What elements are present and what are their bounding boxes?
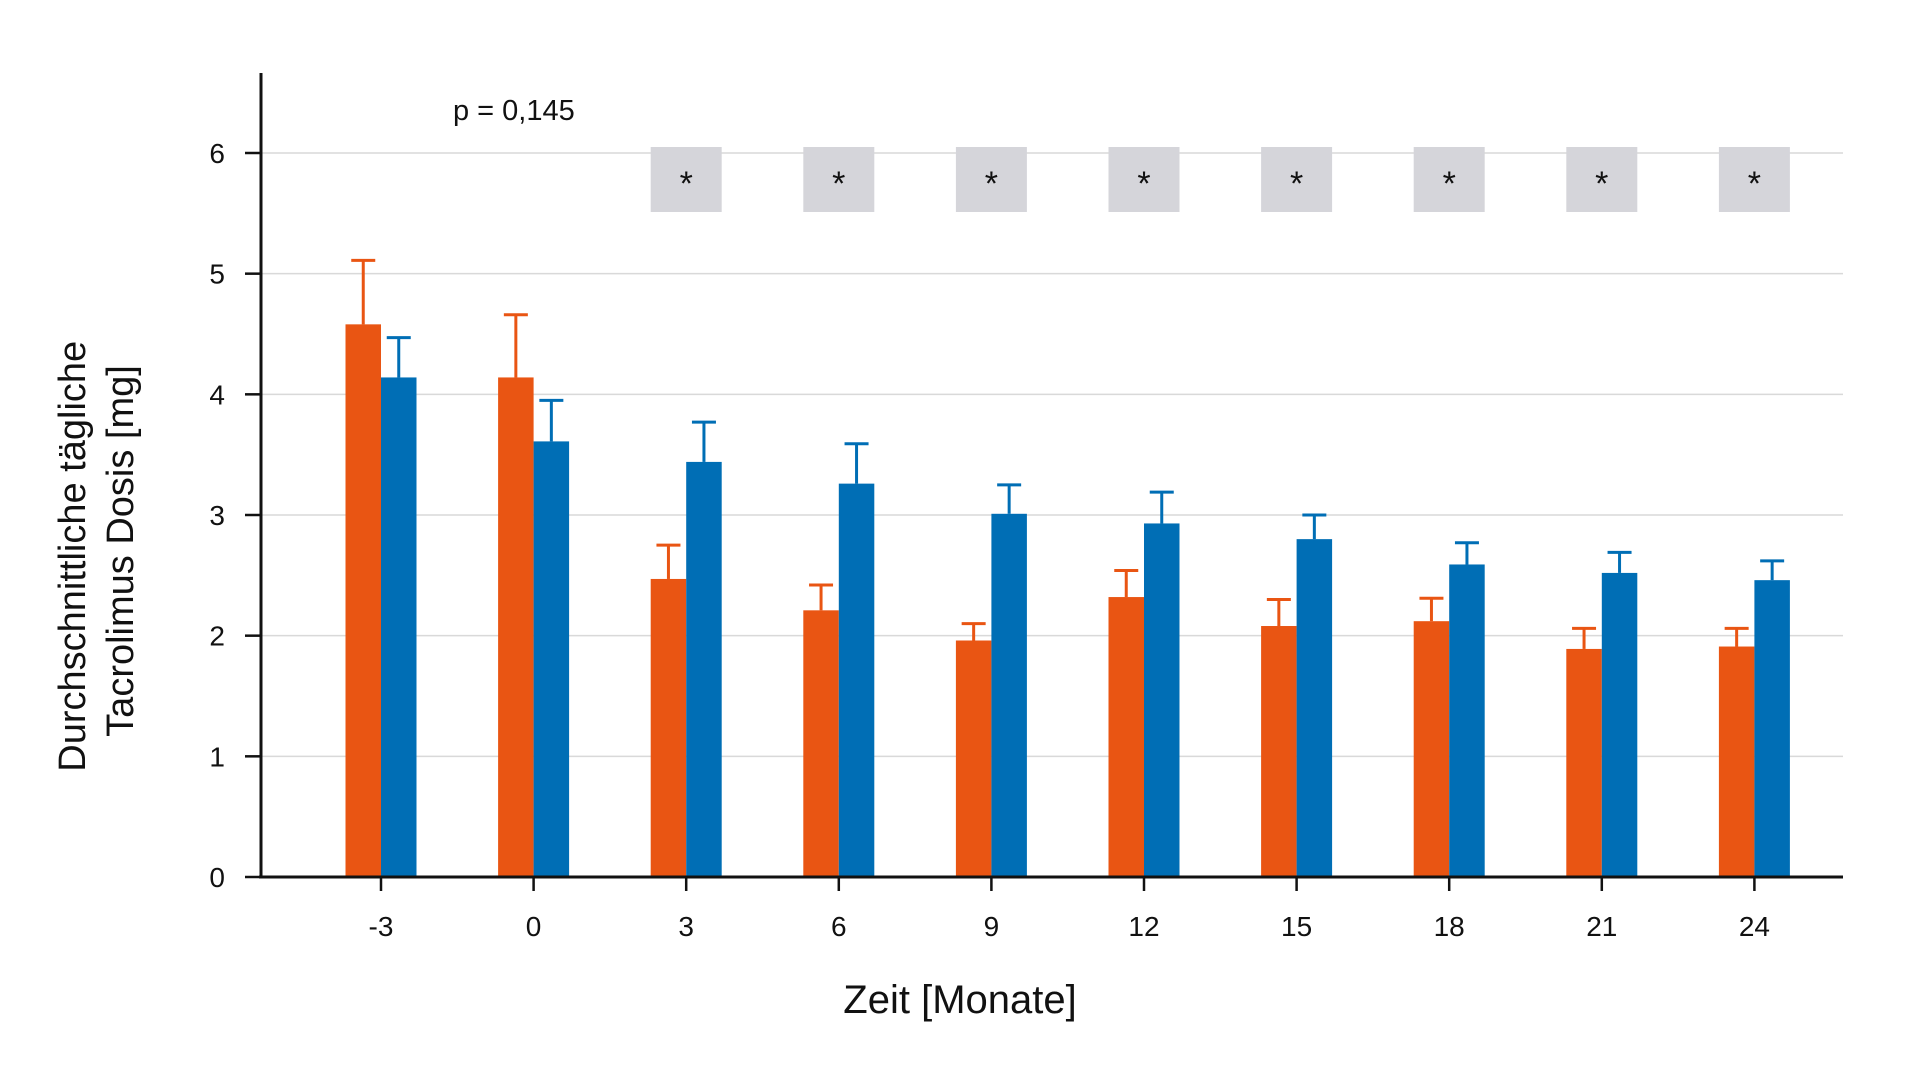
bar-series-2: [1754, 580, 1790, 877]
x-axis-ticks: -3 0 3 6 9 12 15 18 21 24: [369, 877, 1770, 942]
significance-star: *: [1748, 165, 1761, 203]
significance-box: [1108, 147, 1180, 212]
significance-box: [1566, 147, 1638, 212]
x-tick-label: 12: [1128, 911, 1159, 942]
bar-series-2: [1144, 523, 1180, 877]
x-tick-label: 18: [1434, 911, 1465, 942]
significance-star: *: [1443, 165, 1456, 203]
y-axis-label: Durchschnittliche tägliche Tacrolimus Do…: [52, 330, 142, 771]
y-axis-label-line-1: Durchschnittliche tägliche: [52, 341, 94, 772]
significance-markers: * * * * * * * *: [650, 147, 1790, 212]
bars: [345, 258, 1790, 877]
y-tick-label: 0: [209, 862, 225, 893]
x-axis-label: Zeit [Monate]: [843, 978, 1076, 1022]
bar-series-2: [381, 377, 417, 877]
significance-star: *: [1137, 165, 1150, 203]
x-tick-label: 21: [1586, 911, 1617, 942]
x-tick-label: 15: [1281, 911, 1312, 942]
x-tick-label: 24: [1739, 911, 1770, 942]
bar-series-2: [1449, 564, 1485, 877]
bar-series-1: [498, 377, 534, 877]
significance-box: [650, 147, 722, 212]
y-tick-label: 5: [209, 259, 225, 290]
x-tick-label: 0: [526, 911, 542, 942]
significance-box: [955, 147, 1027, 212]
p-value-annotation: p = 0,145: [453, 95, 575, 127]
y-tick-label: 2: [209, 621, 225, 652]
bar-series-2: [991, 513, 1027, 877]
x-tick-label: 3: [678, 911, 694, 942]
x-tick-label: 6: [831, 911, 847, 942]
y-tick-label: 6: [209, 138, 225, 169]
bar-series-1: [1108, 597, 1144, 877]
bar-series-1: [1566, 648, 1602, 877]
bar-series-1: [1261, 626, 1297, 877]
bar-series-1: [803, 610, 839, 877]
y-tick-label: 1: [209, 741, 225, 772]
bar-series-2: [686, 461, 722, 877]
x-tick-label: 9: [984, 911, 1000, 942]
significance-box: [1718, 147, 1790, 212]
bar-series-1: [650, 578, 687, 877]
bar-series-2: [1601, 572, 1638, 877]
significance-star: *: [985, 165, 998, 203]
significance-star: *: [680, 165, 693, 203]
significance-star: *: [1595, 165, 1608, 203]
bar-series-2: [838, 483, 875, 877]
significance-box: [803, 147, 875, 212]
significance-box: [1413, 147, 1485, 212]
x-tick-label: -3: [369, 911, 394, 942]
bar-series-2: [533, 441, 570, 877]
bar-series-1: [955, 640, 992, 877]
y-axis-label-line-2: Tacrolimus Dosis [mg]: [100, 365, 142, 737]
significance-star: *: [1290, 165, 1303, 203]
y-tick-label: 4: [209, 379, 225, 410]
bar-series-1: [1718, 646, 1755, 877]
bar-series-1: [1413, 621, 1450, 877]
significance-star: *: [832, 165, 845, 203]
y-axis-ticks: 0 1 2 3 4 5 6: [209, 138, 261, 893]
bar-series-2: [1296, 539, 1333, 877]
y-tick-label: 3: [209, 500, 225, 531]
significance-box: [1261, 147, 1333, 212]
bar-series-1: [345, 324, 381, 877]
